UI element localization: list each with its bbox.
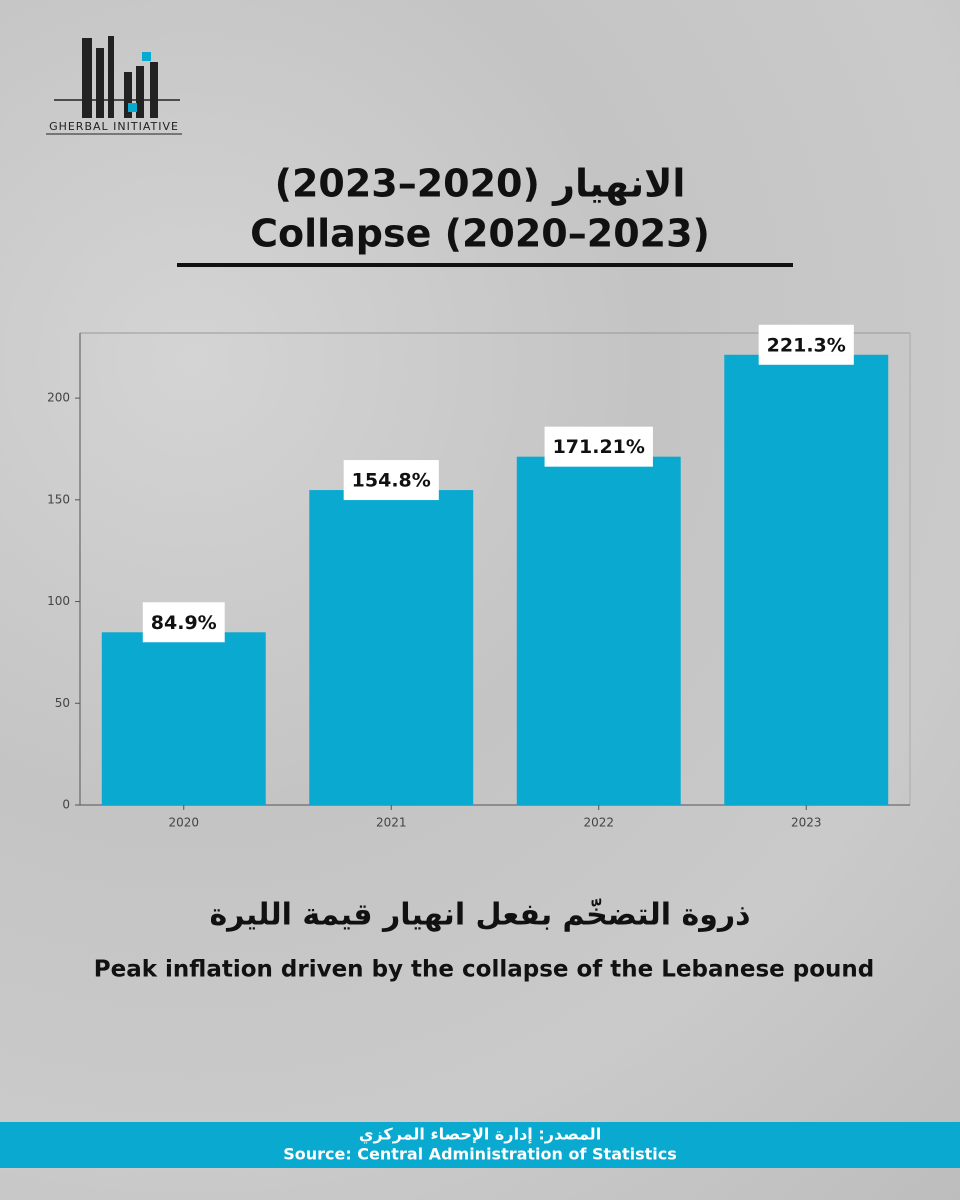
title-ar: الانهيار (2020–2023)	[275, 162, 686, 206]
value-label-box	[758, 324, 854, 365]
value-label: 84.9%	[151, 612, 217, 634]
logo-text: GHERBAL INITIATIVE	[49, 120, 179, 133]
title-en: Collapse (2020–2023)	[250, 212, 710, 256]
bar	[309, 490, 474, 805]
x-tick-label: 2020	[168, 816, 199, 830]
source-en: Source: Central Administration of Statis…	[283, 1145, 677, 1164]
bar	[724, 354, 889, 805]
x-tick-label: 2021	[376, 816, 407, 830]
y-tick-label: 0	[62, 798, 70, 812]
value-label-box	[343, 460, 439, 501]
y-tick-label: 50	[55, 696, 70, 710]
value-label: 154.8%	[352, 470, 431, 492]
value-label: 221.3%	[767, 334, 846, 356]
logo: GHERBAL INITIATIVE	[46, 36, 182, 135]
y-tick-label: 100	[47, 594, 70, 608]
value-label-box	[142, 602, 225, 643]
plot: 0 50 100 150 200 84.9% 2020 154.8% 2021 171.21% 20…	[47, 324, 911, 830]
bar	[516, 456, 681, 805]
x-tick-label: 2023	[791, 816, 822, 830]
y-tick-label: 150	[47, 492, 70, 506]
subtitle-ar: ذروة التضخّم بفعل انهيار قيمة الليرة	[209, 898, 750, 933]
source-ar: المصدر: إدارة الإحصاء المركزي	[359, 1125, 601, 1145]
value-label-box	[544, 426, 653, 467]
subtitle-en: Peak inflation driven by the collapse of…	[94, 957, 875, 983]
x-tick-label: 2022	[583, 816, 614, 830]
bar	[101, 632, 266, 805]
footer-band	[0, 1122, 960, 1168]
y-tick-label: 200	[47, 391, 70, 405]
value-label: 171.21%	[553, 436, 645, 458]
